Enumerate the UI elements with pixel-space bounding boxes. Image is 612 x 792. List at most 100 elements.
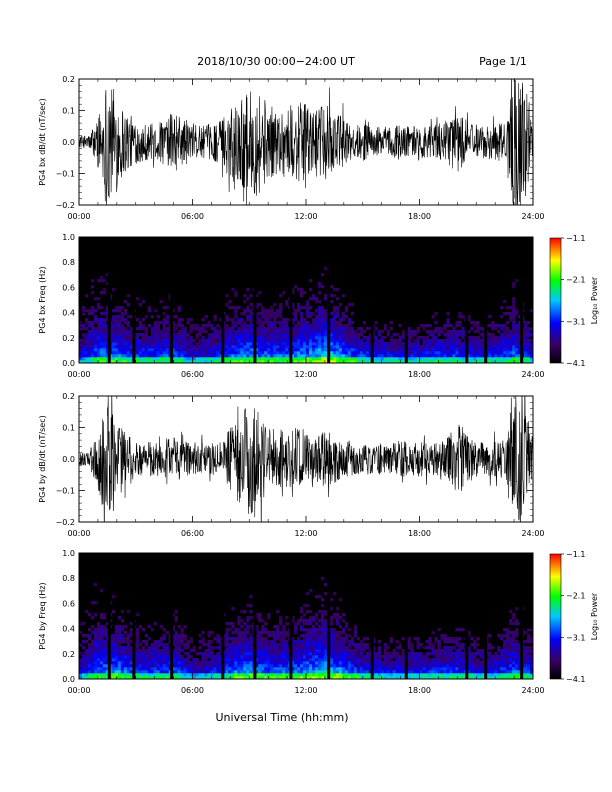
spectrogram-cell bbox=[159, 357, 163, 361]
spectrogram-cell bbox=[431, 646, 435, 650]
spectrogram-cell bbox=[87, 351, 92, 355]
spectrogram-cell bbox=[434, 336, 438, 340]
spectrogram-cell bbox=[320, 610, 325, 614]
spectrogram-cell bbox=[488, 652, 492, 656]
spectrogram-cell bbox=[246, 625, 250, 629]
spectrogram-cell bbox=[117, 336, 122, 340]
spectrogram-cell bbox=[297, 345, 301, 349]
spectrogram-cell bbox=[162, 673, 166, 677]
spectrogram-cell bbox=[249, 673, 253, 677]
spectrogram-cell bbox=[506, 643, 510, 647]
spectrogram-cell bbox=[458, 351, 462, 355]
spectrogram-cell bbox=[377, 345, 381, 349]
spectrogram-cell bbox=[279, 634, 283, 638]
spectrogram-cell bbox=[246, 673, 250, 677]
spectrogram-cell bbox=[383, 348, 387, 352]
spectrogram-cell bbox=[171, 664, 175, 668]
spectrogram-cell bbox=[350, 303, 355, 307]
spectrogram-cell bbox=[497, 658, 501, 662]
spectrogram-cell bbox=[413, 360, 417, 364]
spectrogram-cell bbox=[198, 351, 202, 355]
spectrogram-cell bbox=[395, 345, 399, 349]
spectrogram-cell bbox=[470, 670, 474, 674]
spectrogram-cell bbox=[353, 658, 358, 662]
spectrogram-cell bbox=[437, 330, 441, 334]
spectrogram-cell bbox=[422, 667, 426, 671]
spectrogram-cell bbox=[470, 637, 474, 641]
spectrogram-cell bbox=[84, 634, 89, 638]
spectrogram-cell bbox=[159, 333, 163, 337]
spectrogram-cell bbox=[338, 625, 343, 629]
spectrogram-cell bbox=[249, 360, 253, 364]
spectrogram-cell bbox=[530, 309, 534, 313]
spectrogram-cell bbox=[323, 267, 328, 271]
spectrogram-cell bbox=[368, 327, 373, 331]
spectrogram-cell bbox=[317, 315, 322, 319]
spectrogram-cell bbox=[282, 634, 286, 638]
spectrogram-cell bbox=[249, 318, 253, 322]
spectrogram-cell bbox=[425, 354, 429, 358]
spectrogram-cell bbox=[395, 351, 399, 355]
spectrogram-cell bbox=[524, 321, 528, 325]
spectrogram-cell bbox=[527, 342, 531, 346]
spectrogram-cell bbox=[228, 664, 232, 668]
spectrogram-cell bbox=[323, 628, 328, 632]
spectrogram-cell bbox=[237, 646, 241, 650]
spectrogram-cell bbox=[497, 661, 501, 665]
spectrogram-cell bbox=[401, 676, 405, 680]
spectrogram-cell bbox=[228, 327, 232, 331]
spectrogram-cell bbox=[332, 360, 337, 364]
spectrogram-cell bbox=[135, 318, 140, 322]
spectrogram-cell bbox=[392, 360, 396, 364]
spectrogram-cell bbox=[267, 658, 271, 662]
spectrogram-cell bbox=[413, 667, 417, 671]
spectrogram-cell bbox=[452, 342, 456, 346]
spectrogram-cell bbox=[329, 646, 334, 650]
spectrogram-cell bbox=[506, 670, 510, 674]
spectrogram-cell bbox=[323, 330, 328, 334]
spectrogram-cell bbox=[138, 354, 143, 358]
spectrogram-cell bbox=[398, 670, 402, 674]
spectrogram-cell bbox=[237, 673, 241, 677]
spectrogram-cell bbox=[311, 294, 316, 298]
spectrogram-cell bbox=[383, 670, 387, 674]
spectrogram-cell bbox=[105, 646, 110, 650]
spectrogram-cell bbox=[129, 649, 134, 653]
spectrogram-cell bbox=[159, 300, 163, 304]
spectrogram-cell bbox=[467, 655, 471, 659]
spectrogram-cell bbox=[317, 318, 322, 322]
spectrogram-cell bbox=[243, 661, 247, 665]
spectrogram-cell bbox=[120, 655, 125, 659]
spectrogram-cell bbox=[237, 327, 241, 331]
spectrogram-cell bbox=[99, 279, 104, 283]
spectrogram-cell bbox=[458, 330, 462, 334]
spectrogram-cell bbox=[210, 357, 214, 361]
spectrogram-cell bbox=[237, 649, 241, 653]
spectrogram-cell bbox=[93, 348, 98, 352]
spectrogram-cell bbox=[240, 345, 244, 349]
spectrogram-cell bbox=[102, 643, 107, 647]
spectrogram-cell bbox=[249, 345, 253, 349]
spectrogram-cell bbox=[237, 339, 241, 343]
spectrogram-cell bbox=[347, 628, 352, 632]
spectrogram-cell bbox=[314, 622, 319, 626]
spectrogram-cell bbox=[192, 348, 196, 352]
spectrogram-cell bbox=[225, 339, 229, 343]
spectrogram-cell bbox=[306, 348, 310, 352]
spectrogram-cell bbox=[126, 652, 131, 656]
spectrogram-cell bbox=[246, 327, 250, 331]
spectrogram-cell bbox=[129, 327, 134, 331]
spectrogram-cell bbox=[204, 360, 208, 364]
spectrogram-cell bbox=[350, 357, 355, 361]
spectrogram-cell bbox=[443, 342, 447, 346]
spectrogram-cell bbox=[344, 339, 349, 343]
spectrogram-cell bbox=[395, 670, 399, 674]
spectrogram-cell bbox=[323, 294, 328, 298]
spectrogram-cell bbox=[446, 661, 450, 665]
spectrogram-cell bbox=[216, 357, 220, 361]
spectrogram-cell bbox=[150, 333, 154, 337]
spectrogram-cell bbox=[186, 658, 190, 662]
spectrogram-cell bbox=[237, 345, 241, 349]
spectrogram-cell bbox=[389, 345, 393, 349]
spectrogram-cell bbox=[365, 652, 370, 656]
